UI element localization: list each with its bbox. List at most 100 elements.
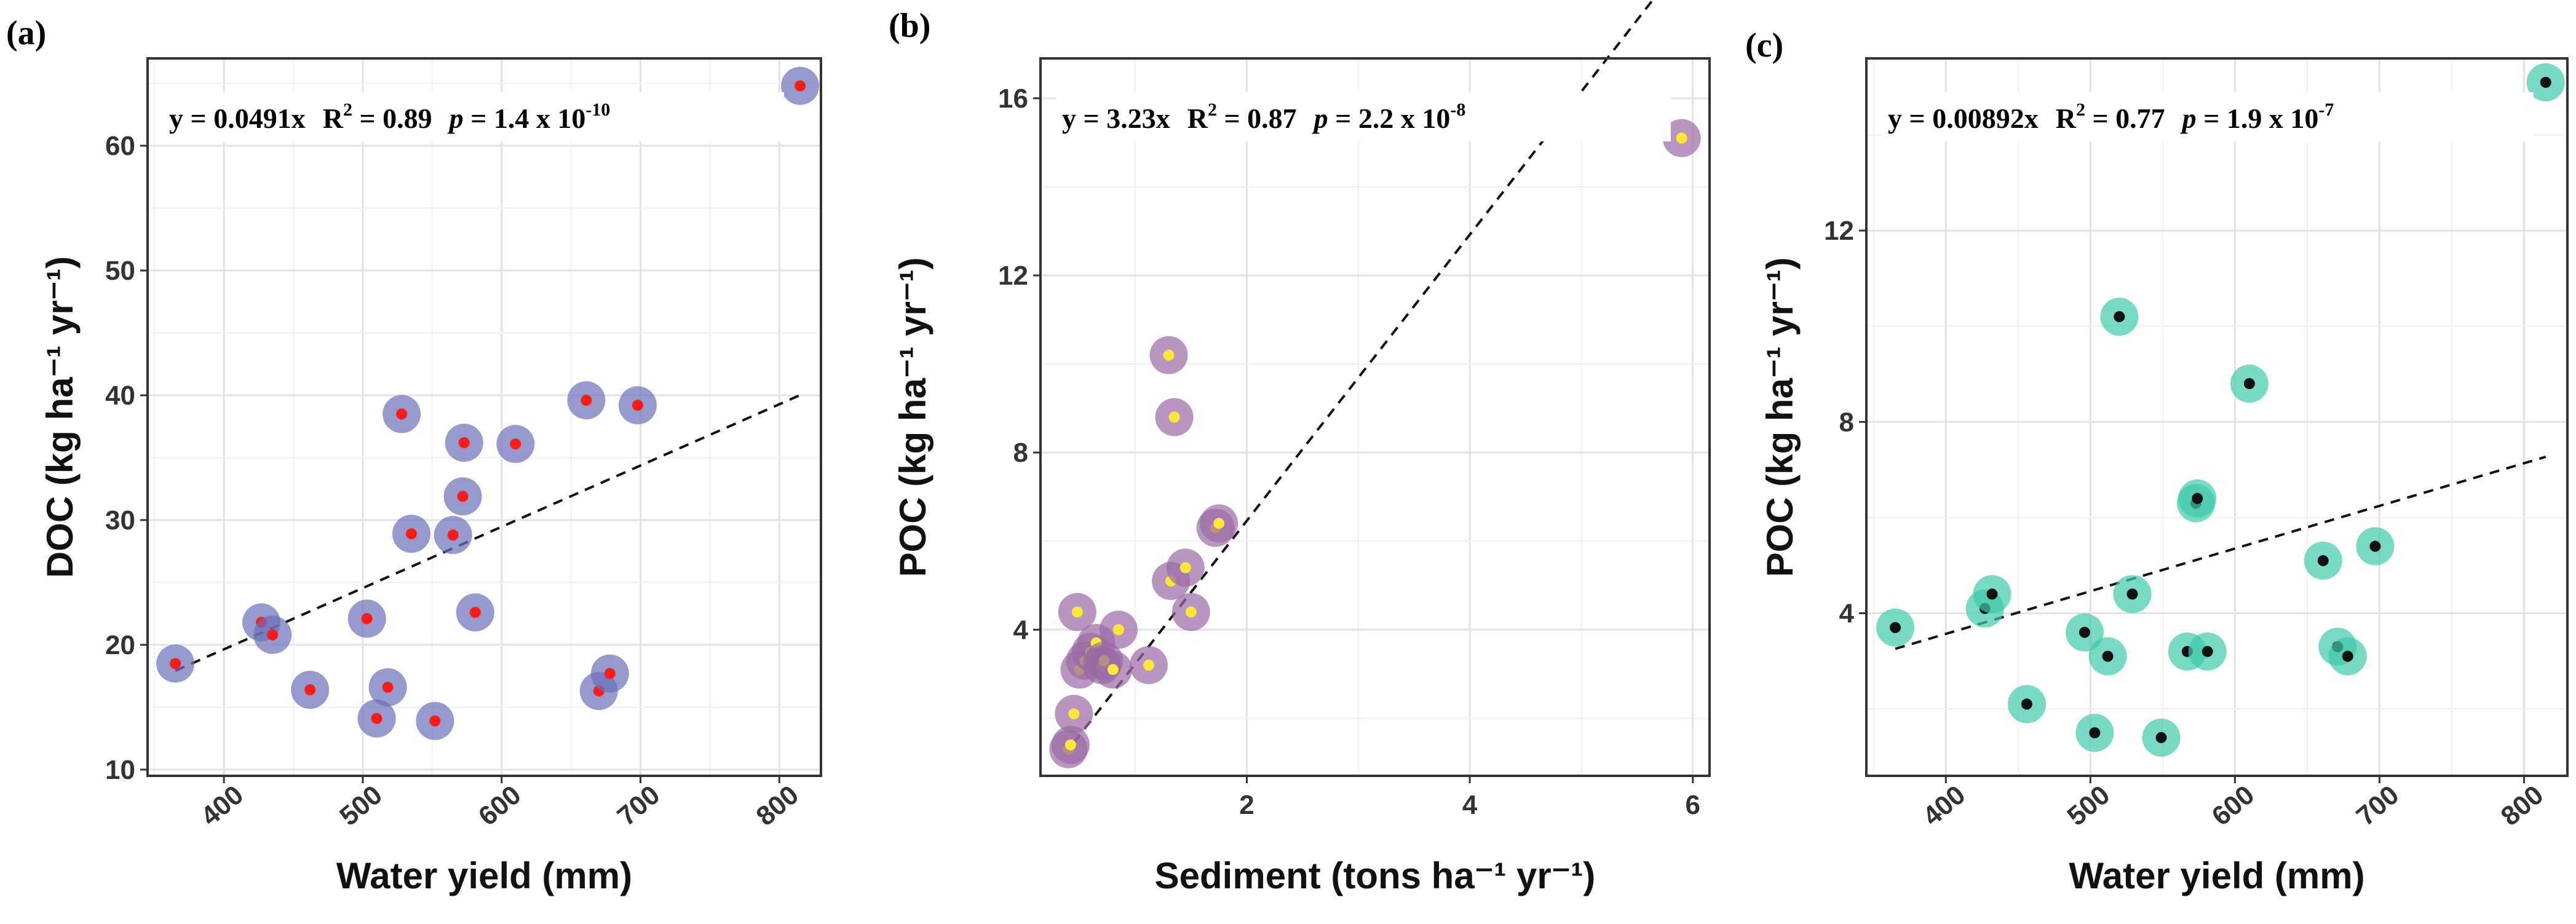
data-point-center <box>632 400 643 411</box>
equation-p-label: p <box>2180 103 2197 134</box>
data-point-center <box>1163 349 1175 361</box>
data-point-center <box>2126 588 2138 600</box>
y-tick-label: 12 <box>1824 216 1854 246</box>
regression-line <box>1895 456 2546 650</box>
data-point-center <box>2540 76 2551 88</box>
x-tick-label: 800 <box>2495 780 2550 832</box>
equation-r2-value: = 0.87 <box>1217 103 1297 134</box>
x-tick-label: 700 <box>612 780 666 832</box>
data-point-center <box>170 658 181 669</box>
equation-formula: y = 0.0491x <box>169 103 306 134</box>
data-point-center <box>1213 518 1225 529</box>
plot-border <box>146 57 822 777</box>
regression-equation: y = 3.23x R2 = 0.87 p = 2.2 x 10-8 <box>1062 100 1465 134</box>
data-point-center <box>382 681 394 693</box>
data-point-center <box>1185 606 1197 618</box>
plot-border <box>1039 57 1711 777</box>
data-points <box>156 66 820 740</box>
regression-line <box>1072 0 1655 743</box>
data-point-center <box>1071 606 1083 618</box>
data-point-center <box>371 713 382 724</box>
equation-r2-superscript: 2 <box>1208 100 1217 120</box>
data-point-center <box>1890 622 1901 633</box>
y-tick-label: 20 <box>105 630 135 660</box>
regression-equation: y = 0.00892x R2 = 0.77 p = 1.9 x 10-7 <box>1888 100 2334 134</box>
plot-border <box>1865 57 2569 777</box>
data-point-center <box>2192 492 2203 504</box>
y-tick-label: 4 <box>1013 615 1029 645</box>
y-tick-label: 50 <box>105 256 135 286</box>
x-tick-label: 700 <box>2351 780 2405 832</box>
data-point-center <box>1107 664 1119 676</box>
equation-r2-value: = 0.89 <box>352 103 432 134</box>
y-tick-label: 12 <box>998 261 1028 291</box>
regression-line <box>175 393 801 672</box>
panel-label: (c) <box>1745 26 1783 65</box>
data-point-center <box>304 684 316 695</box>
data-point-center <box>2021 698 2032 710</box>
data-point-center <box>1986 588 1998 600</box>
plot-area <box>148 58 821 776</box>
equation-p-value: = 2.2 x 10 <box>1328 103 1451 134</box>
equation-p-value: = 1.4 x 10 <box>464 103 586 134</box>
data-point-center <box>1179 562 1191 574</box>
x-tick-label: 500 <box>2062 780 2116 832</box>
plot-area <box>1866 58 2567 776</box>
data-point-center <box>447 529 459 541</box>
x-axis-label: Sediment (tons ha⁻¹ yr⁻¹) <box>1155 855 1596 896</box>
equation-p-label: p <box>1312 103 1328 134</box>
equation-r2-value: = 0.77 <box>2085 103 2165 134</box>
x-tick-label: 500 <box>334 780 388 832</box>
data-point-center <box>396 408 408 420</box>
data-point-center <box>457 491 469 502</box>
data-point-center <box>2079 626 2090 638</box>
equation-p-exponent: -10 <box>585 100 610 120</box>
data-point-center <box>361 613 373 625</box>
regression-equation: y = 0.0491x R2 = 0.89 p = 1.4 x 10-10 <box>169 100 610 134</box>
data-point-center <box>795 80 806 92</box>
data-point-center <box>2369 540 2381 552</box>
data-points <box>1876 63 2565 757</box>
equation-formula: y = 0.00892x <box>1888 103 2039 134</box>
data-point-center <box>429 715 441 727</box>
data-point-center <box>458 437 470 449</box>
x-axis-label: Water yield (mm) <box>2069 855 2364 896</box>
data-point-center <box>2155 732 2167 743</box>
data-point-center <box>1068 708 1080 720</box>
equation-r2-label: R <box>323 103 344 134</box>
x-tick-label: 2 <box>1239 790 1254 820</box>
y-tick-label: 4 <box>1839 598 1855 628</box>
equation-p-label: p <box>447 103 464 134</box>
equation-r2-superscript: 2 <box>2076 100 2085 120</box>
panel-label: (a) <box>6 14 46 52</box>
data-point-center <box>1064 739 1076 751</box>
data-point-center <box>2102 650 2114 662</box>
data-point-center <box>2089 727 2101 738</box>
data-points <box>1049 119 1701 768</box>
data-point-center <box>1168 411 1180 423</box>
y-tick-label: 30 <box>105 505 135 535</box>
equation-r2-label: R <box>2056 103 2077 134</box>
x-tick-label: 800 <box>751 780 805 832</box>
data-point-center <box>604 668 616 679</box>
equation-r2-label: R <box>1187 103 1208 134</box>
panel-a: 400 500 600 700 800 10 20 30 40 50 60 y = 0.0491x R2… <box>6 14 822 896</box>
equation-p-value: = 1.9 x 10 <box>2197 103 2319 134</box>
equation-r2-superscript: 2 <box>343 100 352 120</box>
data-point-center <box>1112 624 1124 636</box>
data-point-center <box>510 438 521 450</box>
equation-background <box>1056 92 1671 141</box>
x-tick-label: 400 <box>195 780 249 832</box>
equation-p-exponent: -7 <box>2318 100 2334 120</box>
data-point-center <box>2243 378 2255 390</box>
data-point-center <box>267 629 279 641</box>
data-point-center <box>2201 646 2213 657</box>
data-point-center <box>1143 659 1154 671</box>
data-point-center <box>469 607 481 618</box>
y-tick-label: 10 <box>105 755 135 785</box>
y-tick-label: 40 <box>105 381 135 411</box>
data-point-center <box>2114 311 2125 323</box>
equation-background <box>1882 92 2534 141</box>
data-point-center <box>405 528 417 540</box>
x-tick-label: 6 <box>1686 790 1700 820</box>
